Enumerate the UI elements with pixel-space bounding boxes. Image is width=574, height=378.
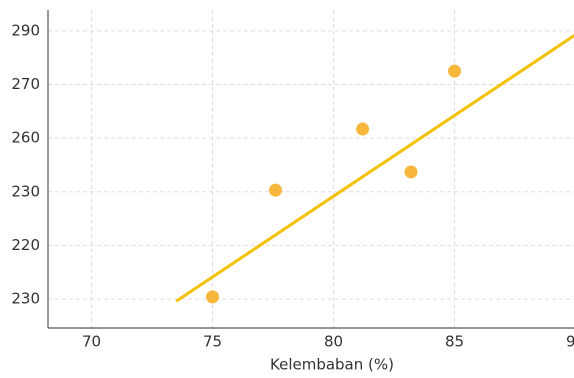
point — [206, 290, 220, 304]
x-tick-label: 80 — [324, 333, 343, 351]
y-tick-label: 230 — [11, 182, 40, 200]
y-tick-label: 270 — [11, 75, 40, 93]
point — [356, 122, 370, 136]
point — [448, 64, 462, 78]
point — [268, 183, 282, 197]
y-tick-label: 290 — [11, 21, 40, 39]
y-tick-label: 220 — [11, 236, 40, 254]
x-tick-label: 75 — [203, 333, 222, 351]
x-tick-label: 90 — [566, 333, 574, 351]
x-axis-label: Kelembaban (%) — [270, 356, 394, 374]
y-tick-label: 260 — [11, 129, 40, 147]
y-tick-label: 230 — [11, 290, 40, 308]
point — [404, 165, 418, 179]
x-tick-label: 85 — [445, 333, 464, 351]
trend-line — [175, 33, 574, 303]
x-tick-label: 70 — [82, 333, 101, 351]
